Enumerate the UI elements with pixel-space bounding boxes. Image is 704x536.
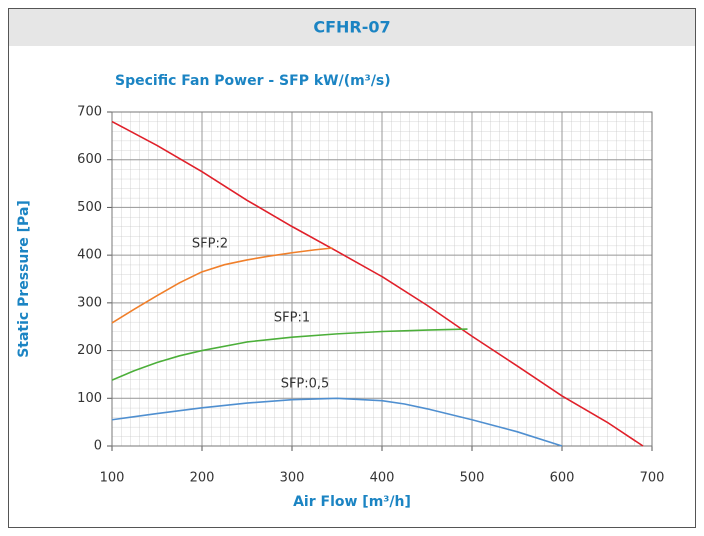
x-tick-label: 300 [280,471,305,486]
plot-frame [111,111,653,447]
series-line [111,120,644,447]
y-tick-label: 600 [77,152,102,167]
series-label: SFP:0,5 [281,377,330,392]
series-label: SFP:1 [274,311,310,326]
y-tick-label: 700 [77,105,102,120]
x-tick-label: 100 [100,471,125,486]
chart-subtitle: Specific Fan Power - SFP kW/(m³/s) [115,73,391,89]
x-tick-label: 700 [640,471,665,486]
x-tick-label: 200 [190,471,215,486]
chart-title: CFHR-07 [313,18,390,37]
y-tick-label: 0 [94,439,102,454]
y-tick-label: 500 [77,200,102,215]
y-tick-label: 100 [77,391,102,406]
header-band [9,9,695,46]
series-line [111,328,468,381]
y-tick-label: 400 [77,248,102,263]
x-tick-label: 500 [460,471,485,486]
y-axis-label: Static Pressure [Pa] [16,200,32,358]
series-line [111,247,333,324]
series-line [111,397,563,447]
y-tick-label: 200 [77,343,102,358]
y-tick-label: 300 [77,295,102,310]
x-tick-label: 400 [370,471,395,486]
series-label: SFP:2 [192,237,228,252]
x-axis-label: Air Flow [m³/h] [293,494,411,510]
x-tick-label: 600 [550,471,575,486]
